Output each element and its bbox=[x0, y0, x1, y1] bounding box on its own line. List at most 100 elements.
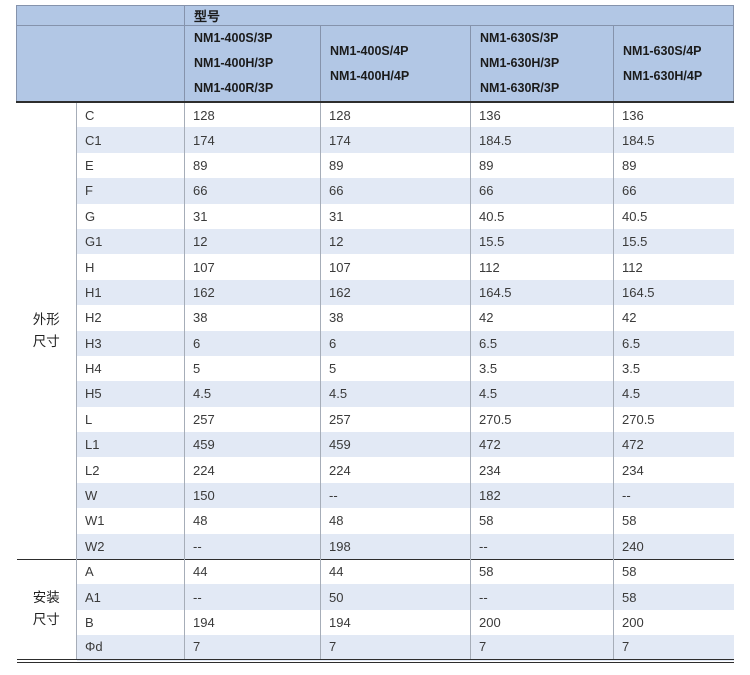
value-cell: 66 bbox=[613, 178, 734, 204]
value-cell: 89 bbox=[470, 152, 614, 179]
value-cell: 240 bbox=[613, 533, 734, 560]
value-cell: 200 bbox=[470, 609, 614, 636]
value-cell: 5 bbox=[184, 355, 321, 382]
value-cell: 38 bbox=[184, 305, 321, 331]
table-row: 外形 尺寸 C 128 128 136 136 bbox=[16, 102, 734, 560]
section-label-cell: 外形 尺寸 bbox=[16, 102, 77, 560]
model-name: NM1-630R/3P bbox=[480, 81, 560, 95]
value-cell: 224 bbox=[320, 457, 471, 483]
value-cell: 234 bbox=[470, 457, 614, 483]
value-cell: 162 bbox=[184, 279, 321, 306]
value-cell: 3.5 bbox=[613, 355, 734, 382]
dimension-name-cell: L1 bbox=[76, 432, 185, 458]
value-cell: 12 bbox=[184, 228, 321, 255]
value-cell: 136 bbox=[470, 102, 614, 128]
value-cell: 6.5 bbox=[470, 330, 614, 356]
table-header: 型号 NM1-400S/3P NM1-400H/3P NM1-400R/3P N… bbox=[16, 5, 735, 103]
table-row: G 31 31 40.5 40.5 bbox=[17, 203, 734, 229]
value-cell: 234 bbox=[613, 457, 734, 483]
table-row: C1 174 174 184.5 184.5 bbox=[17, 127, 734, 153]
table-row: G1 12 12 15.5 15.5 bbox=[17, 228, 734, 255]
value-cell: 38 bbox=[320, 305, 471, 331]
value-cell: -- bbox=[470, 533, 614, 560]
value-cell: 194 bbox=[320, 609, 471, 636]
table-row: H2 38 38 42 42 bbox=[17, 305, 734, 331]
value-cell: 107 bbox=[184, 254, 321, 280]
dimension-name-cell: E bbox=[76, 152, 185, 179]
table-row: W2 -- 198 -- 240 bbox=[17, 533, 734, 560]
model-name: NM1-400H/3P bbox=[194, 56, 274, 70]
value-cell: 257 bbox=[320, 406, 471, 433]
dimension-name-cell: A bbox=[76, 558, 185, 585]
value-cell: 6.5 bbox=[613, 330, 734, 356]
value-cell: 472 bbox=[613, 432, 734, 458]
dimension-name-cell: H4 bbox=[76, 355, 185, 382]
value-cell: 66 bbox=[184, 178, 321, 204]
dimension-name-cell: L bbox=[76, 406, 185, 433]
table-row: Φd 7 7 7 7 bbox=[17, 635, 734, 661]
value-cell: 164.5 bbox=[613, 279, 734, 306]
spec-table-body: 外形 尺寸 C 128 128 136 136 C1 174 174 184.5 184.5 E 89 89… bbox=[16, 102, 734, 661]
value-cell: 224 bbox=[184, 457, 321, 483]
value-cell: 48 bbox=[320, 508, 471, 534]
model-column-header-1: NM1-400S/3P NM1-400H/3P NM1-400R/3P bbox=[184, 25, 321, 103]
value-cell: 40.5 bbox=[470, 203, 614, 229]
value-cell: 164.5 bbox=[470, 279, 614, 306]
value-cell: 459 bbox=[184, 432, 321, 458]
value-cell: 42 bbox=[613, 305, 734, 331]
dimension-name-cell: W1 bbox=[76, 508, 185, 534]
table-row: L2 224 224 234 234 bbox=[17, 457, 734, 483]
value-cell: 198 bbox=[320, 533, 471, 560]
value-cell: 257 bbox=[184, 406, 321, 433]
dimension-name-cell: H2 bbox=[76, 305, 185, 331]
model-label-cell: 型号 bbox=[183, 5, 735, 26]
value-cell: 66 bbox=[320, 178, 471, 204]
value-cell: 7 bbox=[470, 635, 614, 661]
value-cell: 58 bbox=[613, 558, 734, 585]
model-name: NM1-400S/3P bbox=[194, 31, 273, 45]
table-row: A1 -- 50 -- 58 bbox=[17, 584, 734, 610]
value-cell: 6 bbox=[320, 330, 471, 356]
dimension-name-cell: A1 bbox=[76, 584, 185, 610]
value-cell: 7 bbox=[613, 635, 734, 661]
value-cell: 42 bbox=[470, 305, 614, 331]
value-cell: 58 bbox=[470, 508, 614, 534]
value-cell: 472 bbox=[470, 432, 614, 458]
dimension-name-cell: H bbox=[76, 254, 185, 280]
value-cell: 3.5 bbox=[470, 355, 614, 382]
table-row: H1 162 162 164.5 164.5 bbox=[17, 279, 734, 306]
model-column-header-3: NM1-630S/3P NM1-630H/3P NM1-630R/3P bbox=[470, 25, 614, 103]
dimension-name-cell: H5 bbox=[76, 381, 185, 407]
value-cell: 7 bbox=[184, 635, 321, 661]
value-cell: 15.5 bbox=[613, 228, 734, 255]
value-cell: -- bbox=[470, 584, 614, 610]
model-label-row: 型号 bbox=[16, 5, 735, 26]
spec-table-wrap: 型号 NM1-400S/3P NM1-400H/3P NM1-400R/3P N… bbox=[16, 5, 735, 663]
value-cell: 107 bbox=[320, 254, 471, 280]
value-cell: 459 bbox=[320, 432, 471, 458]
table-row: B 194 194 200 200 bbox=[17, 609, 734, 636]
value-cell: 194 bbox=[184, 609, 321, 636]
table-row: F 66 66 66 66 bbox=[17, 178, 734, 204]
value-cell: 15.5 bbox=[470, 228, 614, 255]
model-name: NM1-630H/4P bbox=[623, 68, 703, 83]
value-cell: 5 bbox=[320, 355, 471, 382]
dimension-name-cell: W2 bbox=[76, 533, 185, 560]
value-cell: 4.5 bbox=[184, 381, 321, 407]
dimension-name-cell: B bbox=[76, 609, 185, 636]
dimension-name-cell: W bbox=[76, 482, 185, 509]
value-cell: 12 bbox=[320, 228, 471, 255]
value-cell: 50 bbox=[320, 584, 471, 610]
value-cell: 112 bbox=[470, 254, 614, 280]
dimensions-table: 型号 NM1-400S/3P NM1-400H/3P NM1-400R/3P N… bbox=[16, 5, 735, 663]
value-cell: 4.5 bbox=[613, 381, 734, 407]
dimension-name-cell: F bbox=[76, 178, 185, 204]
value-cell: 6 bbox=[184, 330, 321, 356]
value-cell: 4.5 bbox=[470, 381, 614, 407]
value-cell: 89 bbox=[184, 152, 321, 179]
value-cell: 44 bbox=[184, 558, 321, 585]
dimension-name-cell: Φd bbox=[76, 635, 185, 661]
value-cell: 128 bbox=[184, 102, 321, 128]
value-cell: 44 bbox=[320, 558, 471, 585]
model-name: NM1-400R/3P bbox=[194, 81, 274, 95]
